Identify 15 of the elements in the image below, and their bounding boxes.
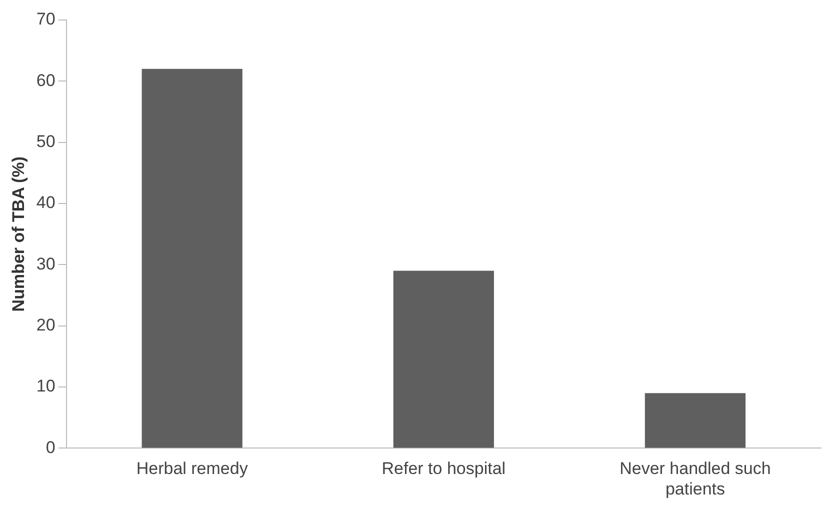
y-tick-label: 60 xyxy=(36,70,56,90)
bar xyxy=(142,68,242,448)
bar xyxy=(644,393,746,448)
y-axis-title: Number of TBA (%) xyxy=(8,156,28,312)
y-tick-label: 30 xyxy=(36,254,56,274)
x-tick-label: Refer to hospital xyxy=(382,459,506,478)
x-tick-label: Herbal remedy xyxy=(136,459,248,478)
x-tick-label: Never handled such patients xyxy=(620,459,771,498)
bar xyxy=(393,270,494,448)
y-tick-label: 0 xyxy=(46,438,56,457)
y-tick-label: 10 xyxy=(36,376,56,396)
y-tick-label: 40 xyxy=(36,193,56,212)
y-tick-label: 70 xyxy=(36,10,56,29)
y-tick-label: 50 xyxy=(36,132,56,152)
y-tick-label: 20 xyxy=(36,316,56,335)
